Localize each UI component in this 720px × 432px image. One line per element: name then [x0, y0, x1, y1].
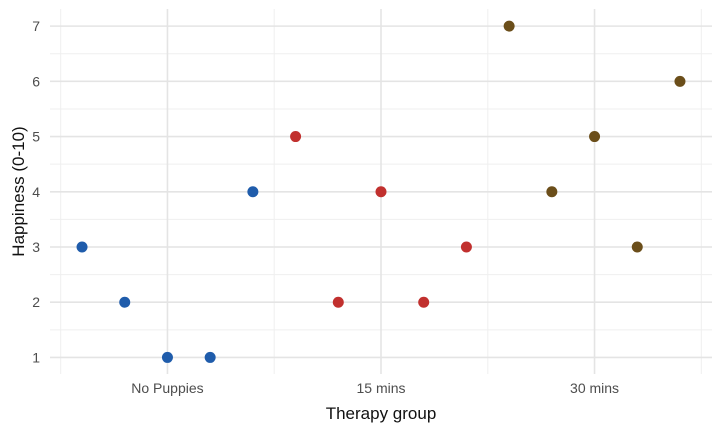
x-tick-label: 15 mins	[356, 380, 405, 396]
y-tick-label: 1	[32, 349, 40, 365]
y-tick-label: 7	[32, 18, 40, 34]
data-point	[247, 186, 259, 198]
x-tick-label: No Puppies	[131, 380, 203, 396]
axis-tick-labels: 1 2 3 4 5 6 7 No Puppies 15 mins 30 mins	[32, 18, 619, 396]
data-point	[76, 241, 88, 253]
data-point	[290, 131, 302, 143]
data-point	[589, 131, 601, 143]
data-points	[76, 20, 686, 363]
x-axis-title: Therapy group	[326, 404, 437, 423]
y-tick-label: 3	[32, 239, 40, 255]
data-point	[204, 351, 216, 363]
y-tick-label: 4	[32, 184, 40, 200]
y-tick-label: 5	[32, 129, 40, 145]
x-tick-label: 30 mins	[570, 380, 619, 396]
y-tick-label: 2	[32, 294, 40, 310]
y-tick-label: 6	[32, 73, 40, 89]
data-point	[674, 75, 686, 87]
data-point	[332, 296, 344, 308]
data-point	[119, 296, 131, 308]
data-point	[546, 186, 558, 198]
data-point	[375, 186, 387, 198]
data-point	[418, 296, 430, 308]
y-axis-title: Happiness (0-10)	[9, 126, 28, 256]
data-point	[460, 241, 472, 253]
data-point	[161, 351, 173, 363]
data-point	[631, 241, 643, 253]
data-point	[503, 20, 515, 32]
